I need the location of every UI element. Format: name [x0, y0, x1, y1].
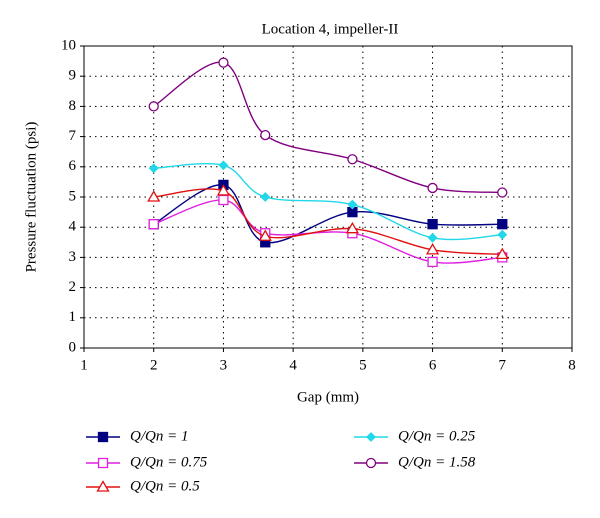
marker — [495, 247, 509, 260]
marker — [427, 256, 438, 268]
chart-title: Location 4, impeller-II — [262, 21, 399, 37]
y-tick-label: 1 — [69, 309, 77, 325]
marker — [347, 154, 358, 165]
marker — [148, 163, 159, 174]
y-tick-label: 3 — [69, 249, 77, 265]
legend-label: Q/Qn = 1.58 — [398, 454, 476, 470]
y-tick-label: 9 — [69, 68, 77, 84]
legend-marker — [96, 480, 110, 492]
y-tick-label: 0 — [69, 339, 77, 355]
marker — [260, 129, 271, 141]
series-line — [153, 61, 503, 194]
marker — [148, 101, 159, 112]
x-tick-label: 3 — [220, 357, 228, 373]
x-axis-label: Gap (mm) — [297, 389, 359, 405]
x-tick-label: 6 — [429, 357, 437, 373]
marker — [427, 219, 438, 230]
marker — [497, 229, 508, 240]
legend-label: Q/Qn = 0.5 — [130, 478, 200, 494]
series-line — [153, 188, 503, 256]
y-tick-label: 8 — [69, 98, 77, 114]
marker — [258, 229, 272, 241]
x-tick-label: 8 — [568, 357, 576, 373]
marker — [218, 194, 229, 206]
marker — [497, 187, 508, 198]
x-tick-label: 4 — [289, 357, 297, 373]
legend-marker — [97, 457, 109, 469]
x-tick-label: 5 — [359, 357, 367, 373]
y-tick-label: 5 — [69, 188, 77, 204]
y-axis-label: Pressure fluctuation (psi) — [23, 122, 39, 273]
marker — [216, 184, 231, 196]
marker — [425, 243, 440, 255]
x-tick-label: 1 — [80, 357, 88, 373]
marker — [347, 199, 358, 210]
marker — [260, 192, 271, 202]
marker — [218, 160, 229, 171]
y-tick-label: 2 — [69, 279, 77, 295]
legend-label: Q/Qn = 0.25 — [398, 428, 476, 444]
series-line — [153, 162, 503, 241]
y-tick-label: 10 — [61, 37, 76, 53]
marker — [147, 190, 161, 202]
series-line — [153, 184, 503, 244]
legend-label: Q/Qn = 0.75 — [130, 454, 208, 470]
marker — [427, 182, 438, 194]
legend-label: Q/Qn = 1 — [130, 428, 188, 444]
legend-marker — [365, 457, 377, 469]
marker — [345, 221, 360, 234]
marker — [148, 219, 159, 230]
y-tick-label: 7 — [69, 128, 77, 144]
x-tick-label: 2 — [150, 357, 158, 373]
y-tick-label: 6 — [69, 158, 77, 174]
marker — [427, 232, 438, 243]
legend-marker — [366, 432, 376, 442]
marker — [218, 57, 229, 68]
y-tick-label: 4 — [69, 219, 77, 235]
series-line — [153, 199, 503, 264]
legend-marker — [97, 431, 109, 443]
marker — [497, 219, 508, 230]
x-tick-label: 7 — [499, 357, 507, 373]
